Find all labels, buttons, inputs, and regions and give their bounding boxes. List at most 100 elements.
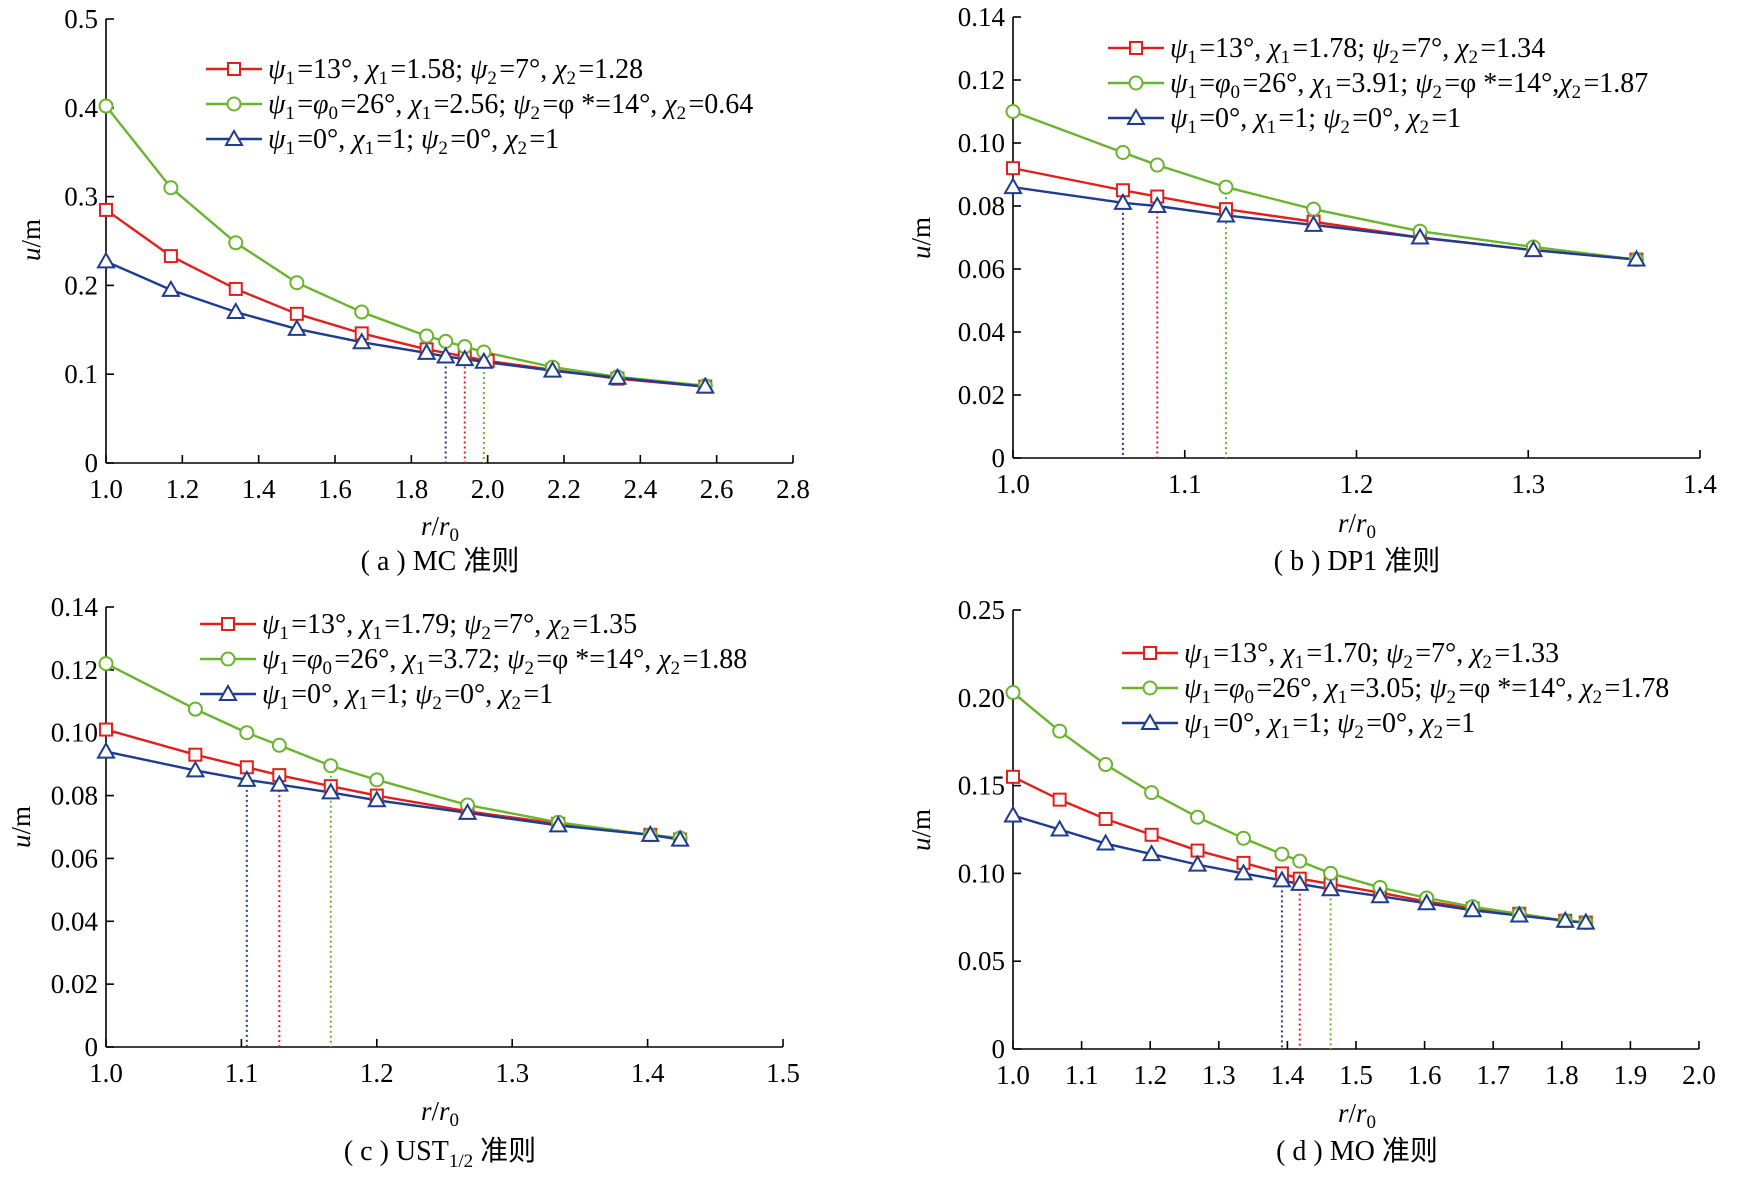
data-point bbox=[163, 180, 179, 196]
y-tick-label: 0.15 bbox=[958, 771, 1005, 801]
data-point bbox=[1113, 192, 1133, 210]
y-tick-label: 0.10 bbox=[51, 718, 98, 748]
data-point bbox=[1410, 227, 1430, 245]
panel-a: 0 0.1 0.2 0.3 0.4 0.5 1.0 1.2 1.4 1.6 1.8 2.0 2.2 2.4… bbox=[16, 4, 810, 577]
data-point bbox=[369, 772, 385, 788]
x-tick-label: 1.3 bbox=[495, 1058, 529, 1088]
y-tick-label: 0.06 bbox=[958, 254, 1005, 284]
y-tick-label: 0.3 bbox=[64, 182, 98, 212]
data-point bbox=[542, 360, 563, 378]
x-tick-label: 2.6 bbox=[700, 474, 734, 504]
data-point bbox=[96, 251, 116, 269]
x-tick-label: 1.0 bbox=[89, 474, 123, 504]
data-point bbox=[321, 782, 341, 800]
data-point bbox=[1233, 863, 1254, 881]
data-point bbox=[1274, 846, 1290, 862]
data-point bbox=[1190, 809, 1206, 825]
y-axis-label: u/m bbox=[906, 217, 936, 259]
y-tick-label: 0.06 bbox=[51, 843, 98, 873]
data-point bbox=[98, 656, 114, 672]
y-tick-label: 0.25 bbox=[958, 595, 1005, 625]
x-tick-label: 1.2 bbox=[1340, 469, 1374, 499]
y-tick-label: 0.12 bbox=[51, 655, 98, 685]
legend-marker bbox=[221, 617, 235, 631]
y-axis-label: u/m bbox=[906, 809, 936, 851]
legend-marker bbox=[1142, 680, 1158, 696]
x-tick-label: 1.1 bbox=[225, 1058, 259, 1088]
x-tick-label: 2.2 bbox=[547, 474, 581, 504]
x-tick-label: 1.6 bbox=[318, 474, 352, 504]
x-tick-label: 1.4 bbox=[1683, 469, 1717, 499]
data-point bbox=[1306, 201, 1322, 217]
data-point bbox=[457, 802, 478, 820]
data-point bbox=[416, 342, 437, 360]
data-point bbox=[548, 815, 568, 833]
data-point bbox=[1006, 769, 1020, 784]
legend-label: ψ1 =φ0 =26°, χ1 =2.56; ψ2 =φ *=14°, χ2 =… bbox=[268, 89, 753, 124]
legend-marker bbox=[224, 128, 244, 146]
data-point bbox=[607, 367, 628, 385]
data-point bbox=[351, 332, 372, 350]
legend-marker bbox=[220, 651, 236, 667]
legend-marker bbox=[1126, 107, 1146, 125]
x-tick-label: 1.5 bbox=[766, 1058, 800, 1088]
panel-caption: ( c ) UST1/2 准则 bbox=[344, 1135, 536, 1172]
data-point bbox=[1141, 844, 1162, 862]
data-point bbox=[1235, 830, 1251, 846]
data-point bbox=[1098, 757, 1114, 773]
panel-c: 0 0.02 0.04 0.06 0.08 0.10 0.12 0.14 1.0 1.1 1.2 1.… bbox=[6, 592, 800, 1172]
data-point bbox=[1149, 157, 1165, 173]
data-point bbox=[226, 302, 246, 320]
x-tick-label: 1.1 bbox=[1168, 469, 1202, 499]
x-axis-label: r/r0 bbox=[421, 1096, 459, 1131]
legend-marker bbox=[227, 62, 241, 76]
data-point bbox=[1052, 792, 1067, 807]
y-tick-label: 0.1 bbox=[64, 359, 98, 389]
y-tick-label: 0.10 bbox=[958, 128, 1005, 158]
data-point bbox=[1576, 912, 1596, 930]
data-point bbox=[96, 741, 116, 759]
y-axis-label: u/m bbox=[16, 219, 46, 261]
y-tick-label: 0.02 bbox=[958, 380, 1005, 410]
x-axis-label: r/r0 bbox=[421, 511, 459, 546]
legend-label: ψ1 =0°, χ1 =1; ψ2 =0°, χ2 =1 bbox=[268, 124, 559, 159]
data-point bbox=[289, 275, 305, 291]
data-point bbox=[1320, 879, 1341, 897]
legend-label: ψ1 =13°, χ1 =1.78; ψ2 =7°, χ2 =1.34 bbox=[1170, 33, 1545, 68]
series-line bbox=[105, 750, 681, 841]
x-tick-label: 1.9 bbox=[1614, 1060, 1648, 1090]
y-tick-label: 0 bbox=[992, 1034, 1006, 1064]
series-line bbox=[105, 260, 706, 388]
data-point bbox=[1290, 873, 1310, 891]
data-point bbox=[1144, 785, 1160, 801]
y-tick-label: 0.12 bbox=[958, 65, 1005, 95]
data-point bbox=[640, 824, 661, 842]
data-point bbox=[228, 235, 244, 251]
data-point bbox=[1005, 685, 1021, 701]
y-tick-label: 0.05 bbox=[958, 946, 1005, 976]
data-point bbox=[1323, 865, 1339, 881]
x-tick-label: 1.0 bbox=[89, 1058, 123, 1088]
x-tick-label: 1.7 bbox=[1476, 1060, 1510, 1090]
y-tick-label: 0.02 bbox=[51, 969, 98, 999]
data-point bbox=[455, 349, 475, 367]
data-point bbox=[1098, 811, 1113, 826]
x-tick-label: 1.5 bbox=[1339, 1060, 1373, 1090]
legend-marker bbox=[1143, 646, 1157, 660]
legend-marker bbox=[1128, 75, 1144, 91]
y-tick-label: 0.4 bbox=[64, 93, 98, 123]
data-point bbox=[188, 747, 203, 762]
legend-label: ψ1 =0°, χ1 =1; ψ2 =0°, χ2 =1 bbox=[1170, 103, 1461, 138]
legend-marker bbox=[226, 96, 242, 112]
panel-caption: ( a ) MC 准则 bbox=[361, 545, 520, 577]
x-tick-label: 2.0 bbox=[471, 474, 505, 504]
legend-label: ψ1 =0°, χ1 =1; ψ2 =0°, χ2 =1 bbox=[1184, 708, 1475, 743]
x-axis-label: r/r0 bbox=[1338, 508, 1376, 543]
data-point bbox=[287, 318, 307, 336]
data-point bbox=[185, 760, 206, 778]
x-tick-label: 1.8 bbox=[394, 474, 428, 504]
data-point bbox=[1626, 249, 1647, 267]
data-point bbox=[1523, 240, 1544, 258]
legend-label: ψ1 =13°, χ1 =1.79; ψ2 =7°, χ2 =1.35 bbox=[262, 609, 637, 644]
